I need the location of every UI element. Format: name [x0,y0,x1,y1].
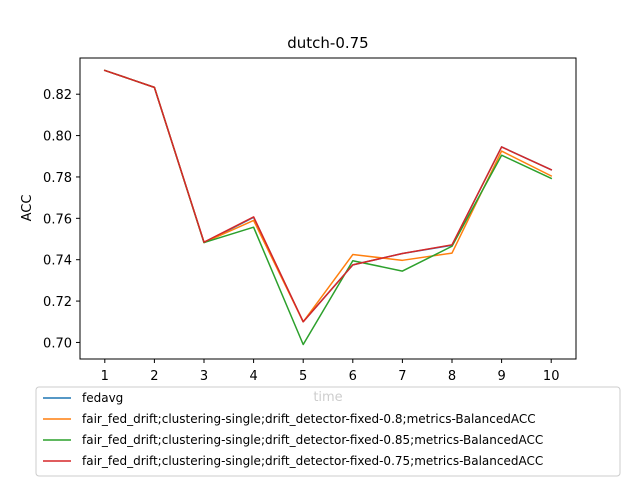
x-tick-label: 5 [299,369,307,384]
x-tick-label: 3 [200,369,208,384]
legend-label-1: fedavg [82,391,123,405]
legend-label-3: fair_fed_drift;clustering-single;drift_d… [82,433,543,447]
series-layer [103,69,553,346]
x-tick-label: 2 [150,369,158,384]
legend-label-4: fair_fed_drift;clustering-single;drift_d… [82,454,543,468]
y-tick-label: 0.80 [43,130,72,145]
y-tick-label: 0.72 [43,295,72,310]
x-tick-label: 8 [448,369,456,384]
x-tick-label: 1 [101,369,109,384]
y-tick-label: 0.76 [43,212,72,227]
y-tick-label: 0.74 [43,254,72,269]
legend: fedavg fair_fed_drift;clustering-single;d… [35,386,621,477]
y-axis: 0.70 0.72 0.74 0.76 0.78 0.80 0.82 [43,88,80,351]
legend-box [35,386,621,477]
y-tick-label: 0.70 [43,336,72,351]
x-tick-label: 9 [497,369,505,384]
x-tick-label: 10 [543,369,560,384]
chart-title: dutch-0.75 [287,34,368,52]
y-tick-label: 0.78 [43,171,72,186]
x-tick-label: 7 [398,369,406,384]
x-tick-label: 4 [249,369,257,384]
plot-frame [79,57,577,360]
y-tick-label: 0.82 [43,88,72,103]
series-line-4 [103,69,553,323]
x-axis: 1 2 3 4 5 6 7 8 9 10 [101,359,560,384]
legend-label-2: fair_fed_drift;clustering-single;drift_d… [82,412,536,426]
y-axis-label: ACC [20,195,35,222]
x-tick-label: 6 [349,369,357,384]
